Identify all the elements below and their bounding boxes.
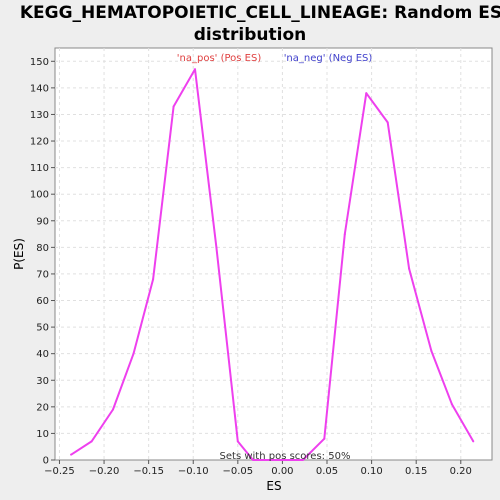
- y-tick-label: 30: [36, 376, 49, 387]
- data-point: [111, 408, 114, 411]
- y-tick-label: 130: [30, 110, 49, 121]
- data-point: [472, 440, 475, 443]
- y-tick-label: 110: [30, 163, 49, 174]
- data-point: [430, 350, 433, 353]
- data-point: [90, 440, 93, 443]
- x-tick-label: 0.00: [271, 466, 293, 477]
- data-point: [343, 233, 346, 236]
- data-point: [215, 246, 218, 249]
- y-tick-label: 50: [36, 323, 49, 334]
- y-tick-label: 70: [36, 269, 49, 280]
- y-tick-label: 140: [30, 83, 49, 94]
- x-tick-label: −0.20: [89, 466, 120, 477]
- x-tick-label: 0.10: [360, 466, 382, 477]
- chart-title-line-2: distribution: [194, 25, 306, 45]
- data-point: [172, 105, 175, 108]
- x-tick-label: −0.25: [44, 466, 75, 477]
- y-tick-label: 150: [30, 57, 49, 68]
- data-point: [152, 278, 155, 281]
- chart-title-line-1: KEGG_HEMATOPOIETIC_CELL_LINEAGE: Random …: [20, 3, 500, 23]
- legend-pos-label: 'na_pos' (Pos ES): [177, 53, 262, 64]
- x-tick-label: 0.05: [316, 466, 338, 477]
- data-point: [251, 459, 254, 461]
- series-line: [70, 68, 475, 461]
- plot-area: [54, 47, 493, 461]
- y-tick-label: 120: [30, 137, 49, 148]
- grid-lines: [55, 48, 492, 460]
- data-point: [236, 440, 239, 443]
- legend-neg-label: 'na_neg' (Neg ES): [284, 53, 373, 64]
- y-tick-label: 90: [36, 216, 49, 227]
- y-tick-label: 60: [36, 296, 49, 307]
- x-tick-label: −0.10: [178, 466, 209, 477]
- data-point: [301, 459, 304, 461]
- data-point: [194, 68, 197, 71]
- y-axis: 0 10 20 30 40 50 60 70 80 90 100 110 120 130 140 150: [30, 57, 55, 467]
- data-point: [70, 453, 73, 456]
- x-axis: −0.25 −0.20 −0.15 −0.10 −0.05 0.00 0.05 0.10 0.1…: [44, 460, 472, 477]
- y-tick-label: 100: [30, 190, 49, 201]
- data-point: [450, 403, 453, 406]
- x-axis-label: ES: [266, 479, 281, 493]
- y-tick-label: 80: [36, 243, 49, 254]
- y-tick-label: 0: [43, 456, 49, 467]
- x-tick-label: −0.05: [222, 466, 253, 477]
- data-point: [365, 92, 368, 95]
- pos-scores-annotation: Sets with pos scores: 50%: [220, 451, 351, 462]
- y-axis-label: P(ES): [12, 238, 26, 270]
- series-layer: [70, 68, 475, 461]
- data-point: [408, 267, 411, 270]
- x-tick-label: 0.20: [450, 466, 472, 477]
- data-point: [132, 352, 135, 355]
- y-tick-label: 10: [36, 429, 49, 440]
- x-tick-label: 0.15: [405, 466, 427, 477]
- data-point: [323, 437, 326, 440]
- x-tick-label: −0.15: [133, 466, 164, 477]
- data-point: [281, 459, 284, 461]
- data-point: [386, 121, 389, 124]
- y-tick-label: 40: [36, 349, 49, 360]
- y-tick-label: 20: [36, 402, 49, 413]
